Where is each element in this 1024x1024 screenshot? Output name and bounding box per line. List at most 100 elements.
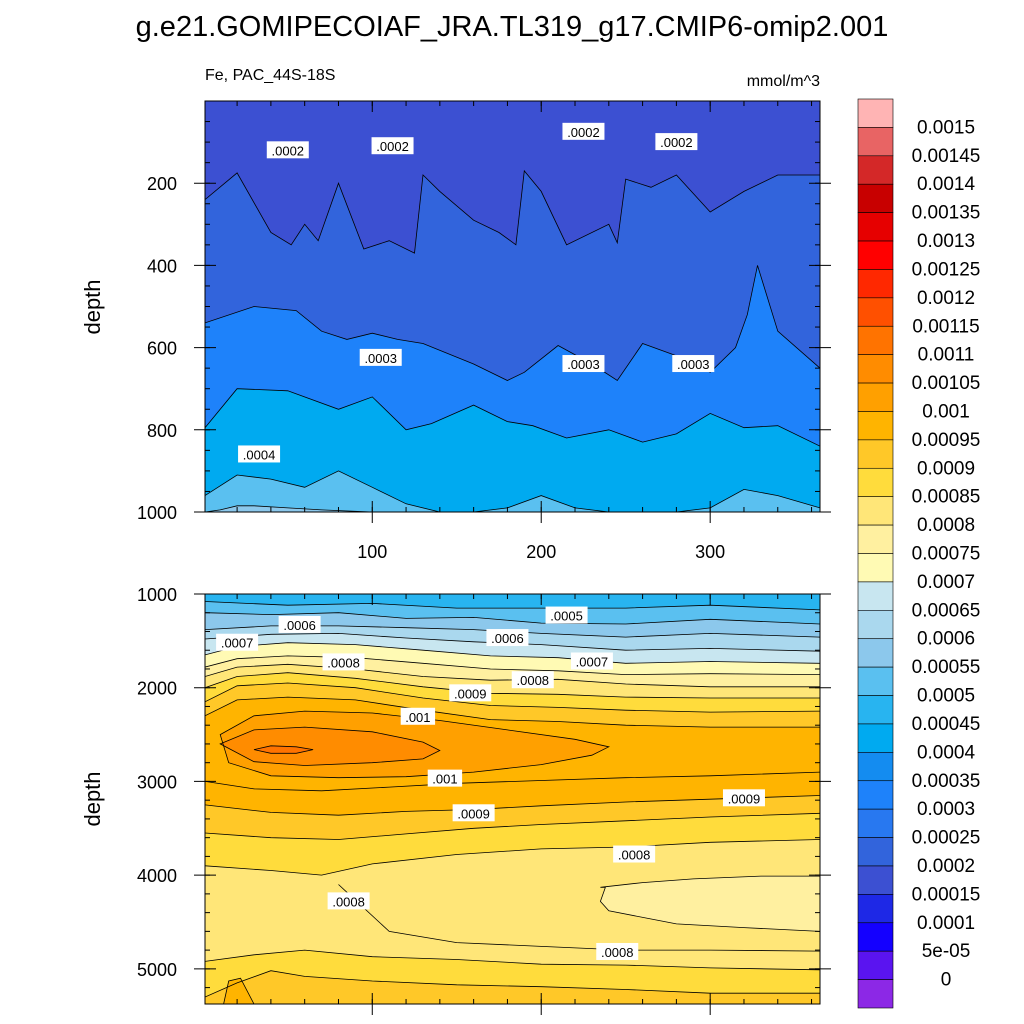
lower-contour-label-text: .001	[432, 772, 457, 787]
lower-contour-label: .001	[427, 769, 463, 787]
lower-contour-label-box	[327, 892, 370, 910]
upper-contour-label-text: .0002	[376, 139, 409, 154]
colorbar-swatch	[857, 581, 894, 611]
lower-contour-label-box	[449, 684, 492, 702]
lower-contour-label-box	[570, 652, 613, 670]
upper-contour-label: .0004	[238, 445, 281, 463]
upper-x-tick-label: 300	[695, 542, 725, 562]
lower-panel: depth .0006.0007.0005.0006.0007.0008.000…	[80, 585, 831, 1015]
upper-contour-label-box	[655, 133, 698, 151]
colorbar-swatch	[857, 865, 894, 895]
lower-contour-label-text: .0008	[618, 848, 651, 863]
colorbar-swatch	[857, 723, 894, 753]
lower-contour-fill	[220, 727, 440, 766]
lower-contour-label: .0008	[596, 942, 639, 960]
lower-contour-label-box	[486, 629, 529, 647]
colorbar-level-label: 0.00145	[912, 146, 981, 167]
lower-contour-line	[205, 949, 820, 971]
lower-contour-line	[205, 642, 820, 664]
upper-y-tick-label: 800	[147, 421, 177, 441]
lower-contour-line	[219, 726, 441, 766]
upper-contour-label-box	[266, 141, 309, 159]
upper-panel: Fe, PAC_44S-18S mmol/m^3 depth .0002.000…	[80, 67, 831, 562]
lower-contour-label: .001	[400, 707, 436, 725]
lower-contour-label-box	[545, 606, 588, 624]
colorbar-level-label: 0.00045	[912, 714, 981, 735]
colorbar-swatch	[857, 610, 894, 640]
colorbar-swatch	[857, 240, 894, 270]
lower-contour-label: .0008	[322, 653, 365, 671]
upper-panel-ylabel: depth	[80, 279, 105, 334]
colorbar-swatch	[857, 950, 894, 980]
colorbar-swatch	[857, 155, 894, 185]
lower-contour-line	[205, 612, 820, 625]
upper-contour-label-box	[359, 348, 402, 366]
upper-contour-line	[205, 505, 373, 512]
upper-contour-fill	[205, 470, 820, 512]
colorbar-swatch	[857, 695, 894, 725]
upper-x-tick-label: 200	[526, 542, 556, 562]
upper-contour-label-text: .0003	[364, 351, 397, 366]
colorbar-level-label: 0	[941, 970, 952, 991]
colorbar-level-label: 0.0002	[917, 856, 975, 877]
upper-contour-label: .0002	[562, 122, 605, 140]
lower-contour-label-text: .0005	[550, 609, 583, 624]
lower-contour-line	[253, 745, 314, 754]
lower-contour-line	[599, 875, 820, 932]
lower-contour-fill	[254, 745, 314, 754]
upper-contour-label-text: .0003	[567, 357, 600, 372]
upper-contour-label-text: .0002	[567, 125, 600, 140]
lower-contour-label-text: .0006	[491, 631, 524, 646]
lower-contour-line	[205, 601, 820, 611]
upper-contour-line	[205, 388, 820, 447]
lower-contour-label-box	[452, 804, 495, 822]
figure-title: g.e21.GOMIPECOIAF_JRA.TL319_g17.CMIP6-om…	[136, 11, 889, 43]
lower-contour-label-text: .001	[405, 710, 430, 725]
colorbar-level-label: 0.0005	[917, 686, 975, 707]
upper-y-tick-label: 200	[147, 174, 177, 194]
upper-contour-label-text: .0002	[660, 135, 693, 150]
colorbar-level-label: 0.00105	[912, 373, 981, 394]
lower-contour-label-text: .0008	[517, 673, 550, 688]
lower-contour-line	[219, 710, 610, 779]
lower-y-tick-label: 1000	[137, 585, 177, 605]
lower-contour-label-box	[400, 707, 436, 725]
lower-contour-line	[205, 632, 820, 652]
lower-y-tick-label: 2000	[137, 679, 177, 699]
colorbar-swatch	[857, 297, 894, 327]
lower-plot-area: .0006 .0007 .0005 .0006 .0007 .0008 .0008 .0009…	[205, 594, 820, 1004]
lower-contour-label-box	[511, 671, 554, 689]
colorbar-swatch	[857, 979, 894, 1009]
upper-panel-left-label: Fe, PAC_44S-18S	[205, 67, 335, 84]
colorbar-level-label: 0.00095	[912, 430, 981, 451]
colorbar-swatch	[857, 183, 894, 213]
upper-axes: 100 200 300 200 400 600 800 1000	[137, 100, 831, 562]
lower-frame	[204, 593, 821, 1005]
colorbar-swatch	[857, 354, 894, 384]
colorbar-swatch	[857, 780, 894, 810]
colorbar-level-label: 0.0015	[917, 117, 975, 138]
upper-contour-label-box	[371, 137, 414, 155]
colorbar-swatch	[857, 411, 894, 441]
colorbar-level-label: 0.00125	[912, 259, 981, 280]
lower-contour-label-text: .0009	[457, 806, 490, 821]
upper-contour-label: .0002	[266, 141, 309, 159]
colorbar-level-label: 0.00075	[912, 544, 981, 565]
upper-contour-label-text: .0002	[272, 143, 305, 158]
upper-contour-label-text: .0004	[243, 447, 276, 462]
colorbar-level-label: 5e-05	[922, 941, 971, 962]
lower-contour-line	[205, 682, 820, 713]
lower-contour-label-text: .0007	[221, 636, 254, 651]
lower-contour-label-text: .0008	[332, 894, 365, 909]
lower-contour-label-box	[722, 789, 765, 807]
colorbar-swatch	[857, 269, 894, 299]
colorbar-level-label: 0.0008	[917, 515, 975, 536]
lower-contour-fill	[205, 970, 820, 1004]
lower-contour-label: .0006	[486, 629, 529, 647]
lower-contour-line	[338, 884, 820, 952]
colorbar-swatch	[857, 638, 894, 668]
upper-contour-label: .0002	[655, 133, 698, 151]
lower-contour-label-box	[278, 615, 321, 633]
lower-contour-label-box	[596, 942, 639, 960]
upper-plot-area: .0002 .0002 .0002 .0002 .0003 .0003 .0003 .0004	[205, 101, 820, 512]
